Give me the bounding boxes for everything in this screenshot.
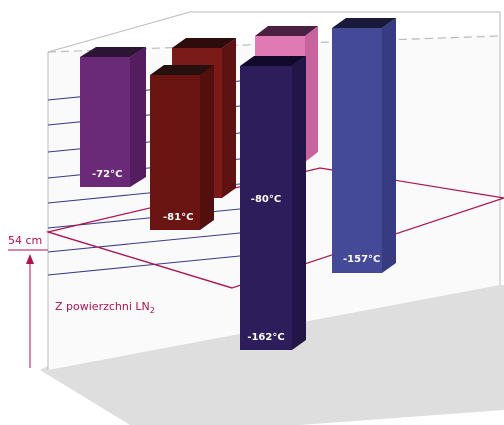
- column-side: [222, 38, 236, 198]
- frame-top-back: [47, 11, 191, 53]
- column-top: [172, 38, 236, 48]
- column-top: [255, 26, 318, 36]
- column-front: [80, 57, 130, 187]
- column-front: [240, 66, 292, 350]
- ln2-surface-front-edge: [47, 231, 233, 289]
- column-side: [382, 18, 396, 273]
- column-side: [200, 65, 214, 230]
- column-top: [80, 47, 146, 57]
- column-brown: -81°C: [150, 65, 214, 230]
- column-bottom-temp: -157°C: [343, 254, 380, 265]
- column-navy: -80°C -162°C: [240, 56, 306, 350]
- reference-label: Z powierzchni LN2: [55, 300, 155, 315]
- reference-label-text: Z powierzchni LN: [55, 300, 150, 313]
- height-label: 54 cm: [8, 234, 42, 247]
- column-top-temp: -80°C: [251, 194, 281, 205]
- column-top: [240, 56, 306, 66]
- reference-label-subscript: 2: [150, 306, 155, 315]
- column-side: [130, 47, 146, 187]
- column-side: [292, 56, 306, 350]
- column-front: [332, 28, 382, 273]
- arrow-up-icon: [26, 254, 34, 264]
- column-top: [150, 65, 214, 75]
- column-bottom-temp: -162°C: [247, 332, 284, 343]
- column-blue: -157°C: [332, 18, 396, 273]
- column-side: [305, 26, 318, 162]
- column-top: [332, 18, 396, 28]
- column-purple: -72°C: [80, 47, 146, 187]
- column-bottom-temp: -72°C: [92, 169, 122, 180]
- column-front: [150, 75, 200, 230]
- height-indicator: 54 cm: [8, 234, 48, 368]
- column-bottom-temp: -81°C: [163, 212, 193, 223]
